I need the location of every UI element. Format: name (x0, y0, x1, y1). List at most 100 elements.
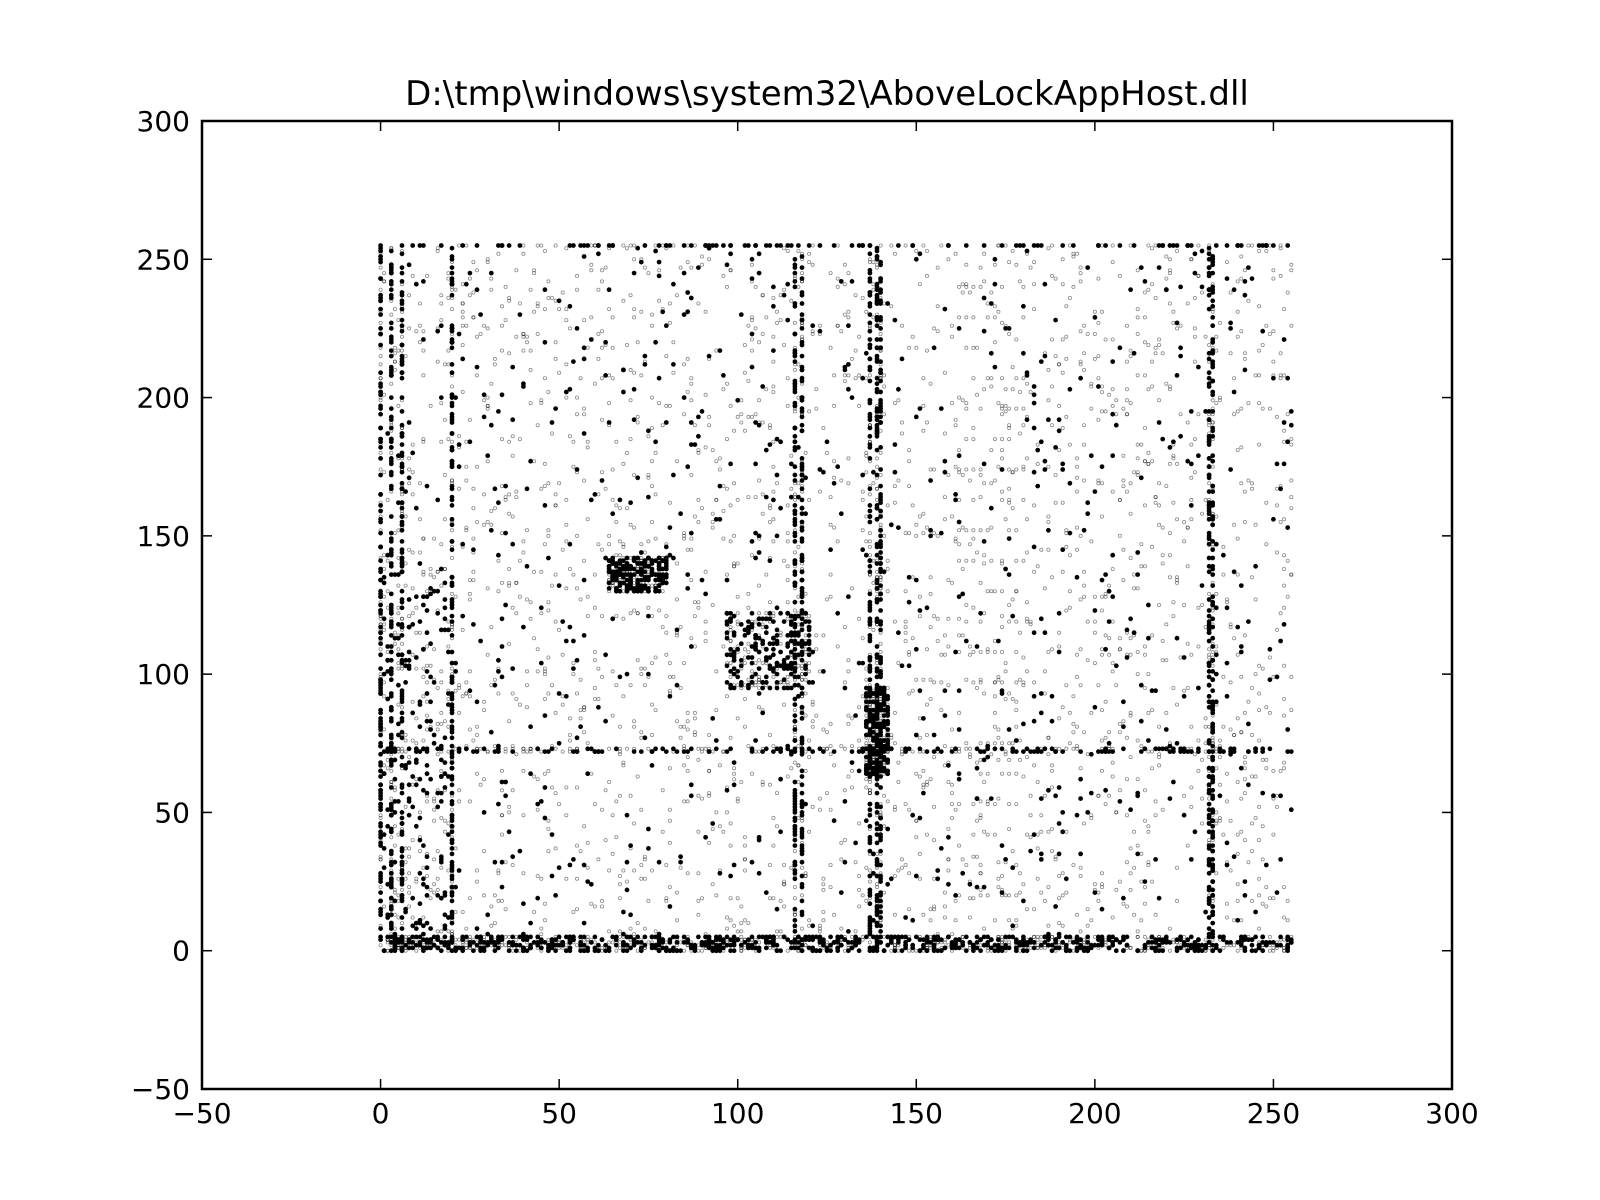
data-point (775, 929, 780, 934)
data-point (1192, 326, 1197, 331)
data-point (1264, 323, 1269, 328)
data-point (874, 580, 880, 586)
data-point (799, 254, 805, 259)
data-point (796, 763, 801, 768)
data-point (1075, 912, 1080, 917)
data-point (1096, 793, 1101, 798)
data-point (1135, 672, 1140, 677)
data-point (600, 345, 605, 350)
data-point (739, 921, 744, 926)
data-point (388, 763, 394, 768)
data-point (992, 281, 998, 287)
data-point (628, 500, 633, 506)
data-point (792, 528, 797, 533)
data-point (650, 520, 655, 525)
data-point (1210, 303, 1216, 309)
data-point (1210, 807, 1216, 813)
data-point (1121, 547, 1126, 552)
data-point (703, 834, 708, 840)
data-point (521, 768, 526, 773)
data-point (1157, 763, 1162, 768)
data-point (521, 550, 526, 555)
data-point (496, 558, 501, 563)
data-point (878, 370, 883, 376)
data-point (1078, 851, 1083, 857)
data-point (1071, 863, 1076, 868)
data-point (396, 528, 401, 533)
data-point (1246, 860, 1251, 865)
data-point (1164, 484, 1169, 489)
data-point (621, 542, 626, 547)
data-point (867, 423, 872, 428)
data-point (1210, 862, 1216, 868)
data-point (775, 824, 780, 829)
data-point (1285, 727, 1291, 732)
data-point (646, 898, 651, 903)
data-point (507, 583, 512, 588)
data-point (1100, 409, 1105, 414)
data-point (1175, 461, 1180, 466)
data-point (378, 813, 383, 818)
data-point (728, 503, 733, 508)
data-point (635, 611, 640, 616)
data-point (685, 719, 690, 724)
data-point (696, 450, 701, 455)
data-point (914, 771, 919, 776)
data-point (978, 871, 983, 876)
data-point (1038, 796, 1044, 801)
data-point (1053, 857, 1058, 862)
data-point (421, 694, 426, 699)
data-point (982, 611, 987, 616)
data-point (925, 702, 930, 707)
data-point (582, 558, 587, 563)
data-point (867, 655, 873, 660)
data-point (1031, 832, 1037, 837)
data-point (399, 605, 405, 611)
data-point (510, 744, 515, 749)
data-point (935, 616, 940, 621)
data-point (510, 863, 515, 868)
data-point (688, 442, 694, 448)
data-point (950, 802, 955, 807)
data-point (542, 672, 547, 677)
data-point (753, 284, 758, 289)
data-point (792, 910, 797, 915)
data-point (942, 469, 948, 475)
data-point (932, 804, 937, 809)
data-point (439, 583, 444, 588)
data-point (1260, 757, 1265, 762)
data-point (842, 685, 848, 691)
data-point (600, 674, 605, 679)
data-point (388, 270, 394, 276)
data-point (1092, 704, 1098, 710)
data-point (603, 486, 608, 491)
data-point (1231, 287, 1237, 293)
data-point (1125, 777, 1130, 782)
data-point (1210, 887, 1216, 893)
data-point (1210, 489, 1216, 495)
data-point (460, 301, 465, 306)
data-point (807, 829, 812, 834)
data-point (992, 262, 997, 267)
data-point (799, 768, 805, 774)
data-point (1100, 647, 1105, 652)
data-point (1206, 693, 1212, 699)
data-point (1210, 398, 1215, 403)
data-point (378, 425, 384, 431)
data-point (942, 306, 948, 312)
data-point (956, 519, 962, 525)
data-point (600, 898, 605, 903)
data-point (892, 401, 897, 406)
data-point (921, 428, 926, 433)
data-point (460, 541, 466, 547)
data-point (1125, 412, 1130, 417)
data-point (624, 887, 630, 893)
data-point (389, 246, 394, 251)
data-point (510, 691, 515, 696)
data-point (878, 500, 883, 506)
data-point (1060, 569, 1065, 574)
data-point (1035, 461, 1040, 466)
data-point (689, 578, 694, 583)
data-point (667, 552, 673, 558)
data-point (1210, 635, 1216, 641)
